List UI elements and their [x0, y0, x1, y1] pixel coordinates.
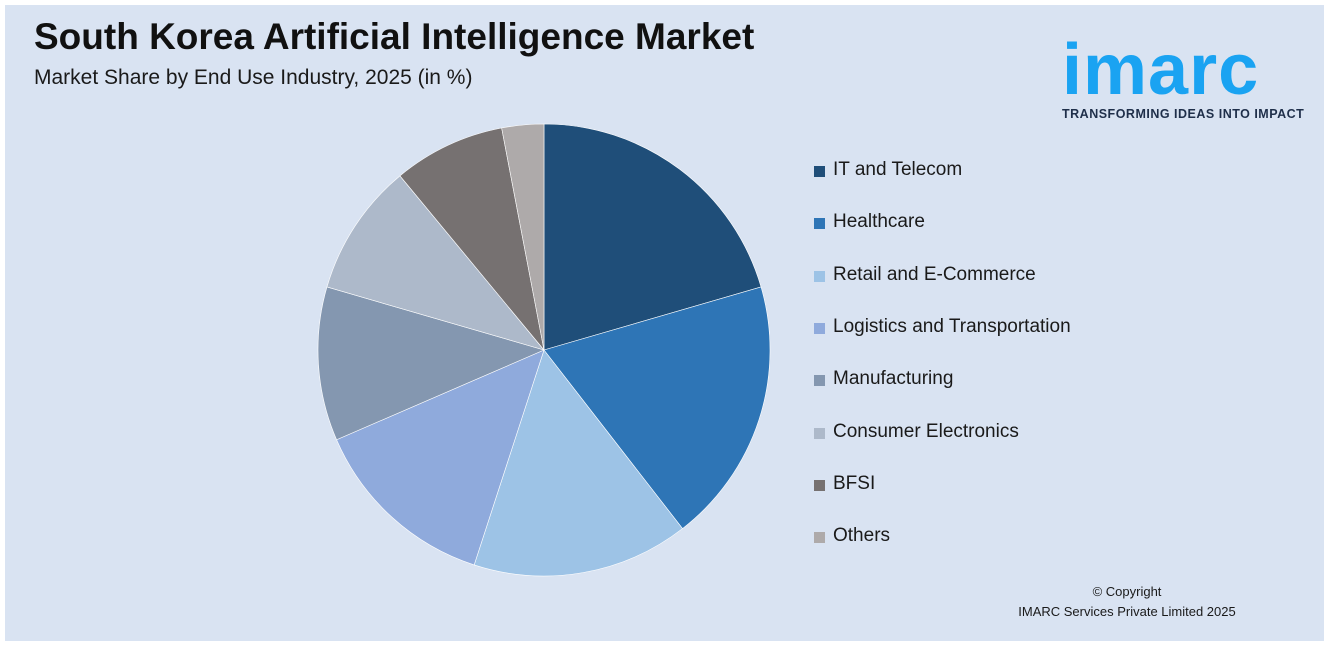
legend-swatch — [814, 322, 825, 334]
legend-label: IT and Telecom — [833, 159, 963, 180]
pie-slice-bfsi — [399, 127, 545, 351]
legend-swatch — [814, 166, 825, 177]
legend-swatch — [814, 218, 825, 230]
pie-slice-it-and-telecom — [543, 123, 762, 351]
chart-subtitle: Market Share by End Use Industry, 2025 (… — [34, 66, 473, 89]
pie-slice-others — [501, 123, 545, 351]
legend-label: Healthcare — [833, 211, 925, 233]
legend-label: Consumer Electronics — [833, 420, 1019, 442]
legend-label: BFSI — [833, 472, 876, 494]
legend-swatch — [814, 427, 825, 439]
legend-swatch — [814, 479, 825, 491]
copyright-line-1: © Copyright — [1092, 584, 1162, 599]
pie-slice-retail-and-e-commerce — [473, 349, 683, 577]
pie-slice-manufacturing — [317, 286, 545, 441]
logo-wordmark: imarc — [1062, 30, 1260, 110]
pie-slice-healthcare — [543, 286, 771, 529]
pie-slice-logistics-and-transportation — [336, 349, 545, 566]
pie-slice-consumer-electronics — [326, 175, 545, 351]
legend-swatch — [814, 532, 825, 544]
legend-label: Logistics and Transportation — [833, 315, 1071, 337]
legend-label: Others — [833, 525, 891, 547]
legend-swatch — [814, 270, 825, 282]
legend-swatch — [814, 375, 825, 387]
legend-label: Manufacturing — [833, 368, 954, 390]
copyright-line-2: IMARC Services Private Limited 2025 — [1018, 604, 1236, 619]
copyright-notice: © Copyright IMARC Services Private Limit… — [947, 582, 1307, 622]
logo-tagline: TRANSFORMING IDEAS INTO IMPACT — [1062, 107, 1305, 121]
imarc-logo: imarc TRANSFORMING IDEAS INTO IMPACT — [1058, 14, 1318, 126]
legend-label: Retail and E-Commerce — [833, 263, 1036, 285]
chart-title: South Korea Artificial Intelligence Mark… — [34, 16, 755, 57]
